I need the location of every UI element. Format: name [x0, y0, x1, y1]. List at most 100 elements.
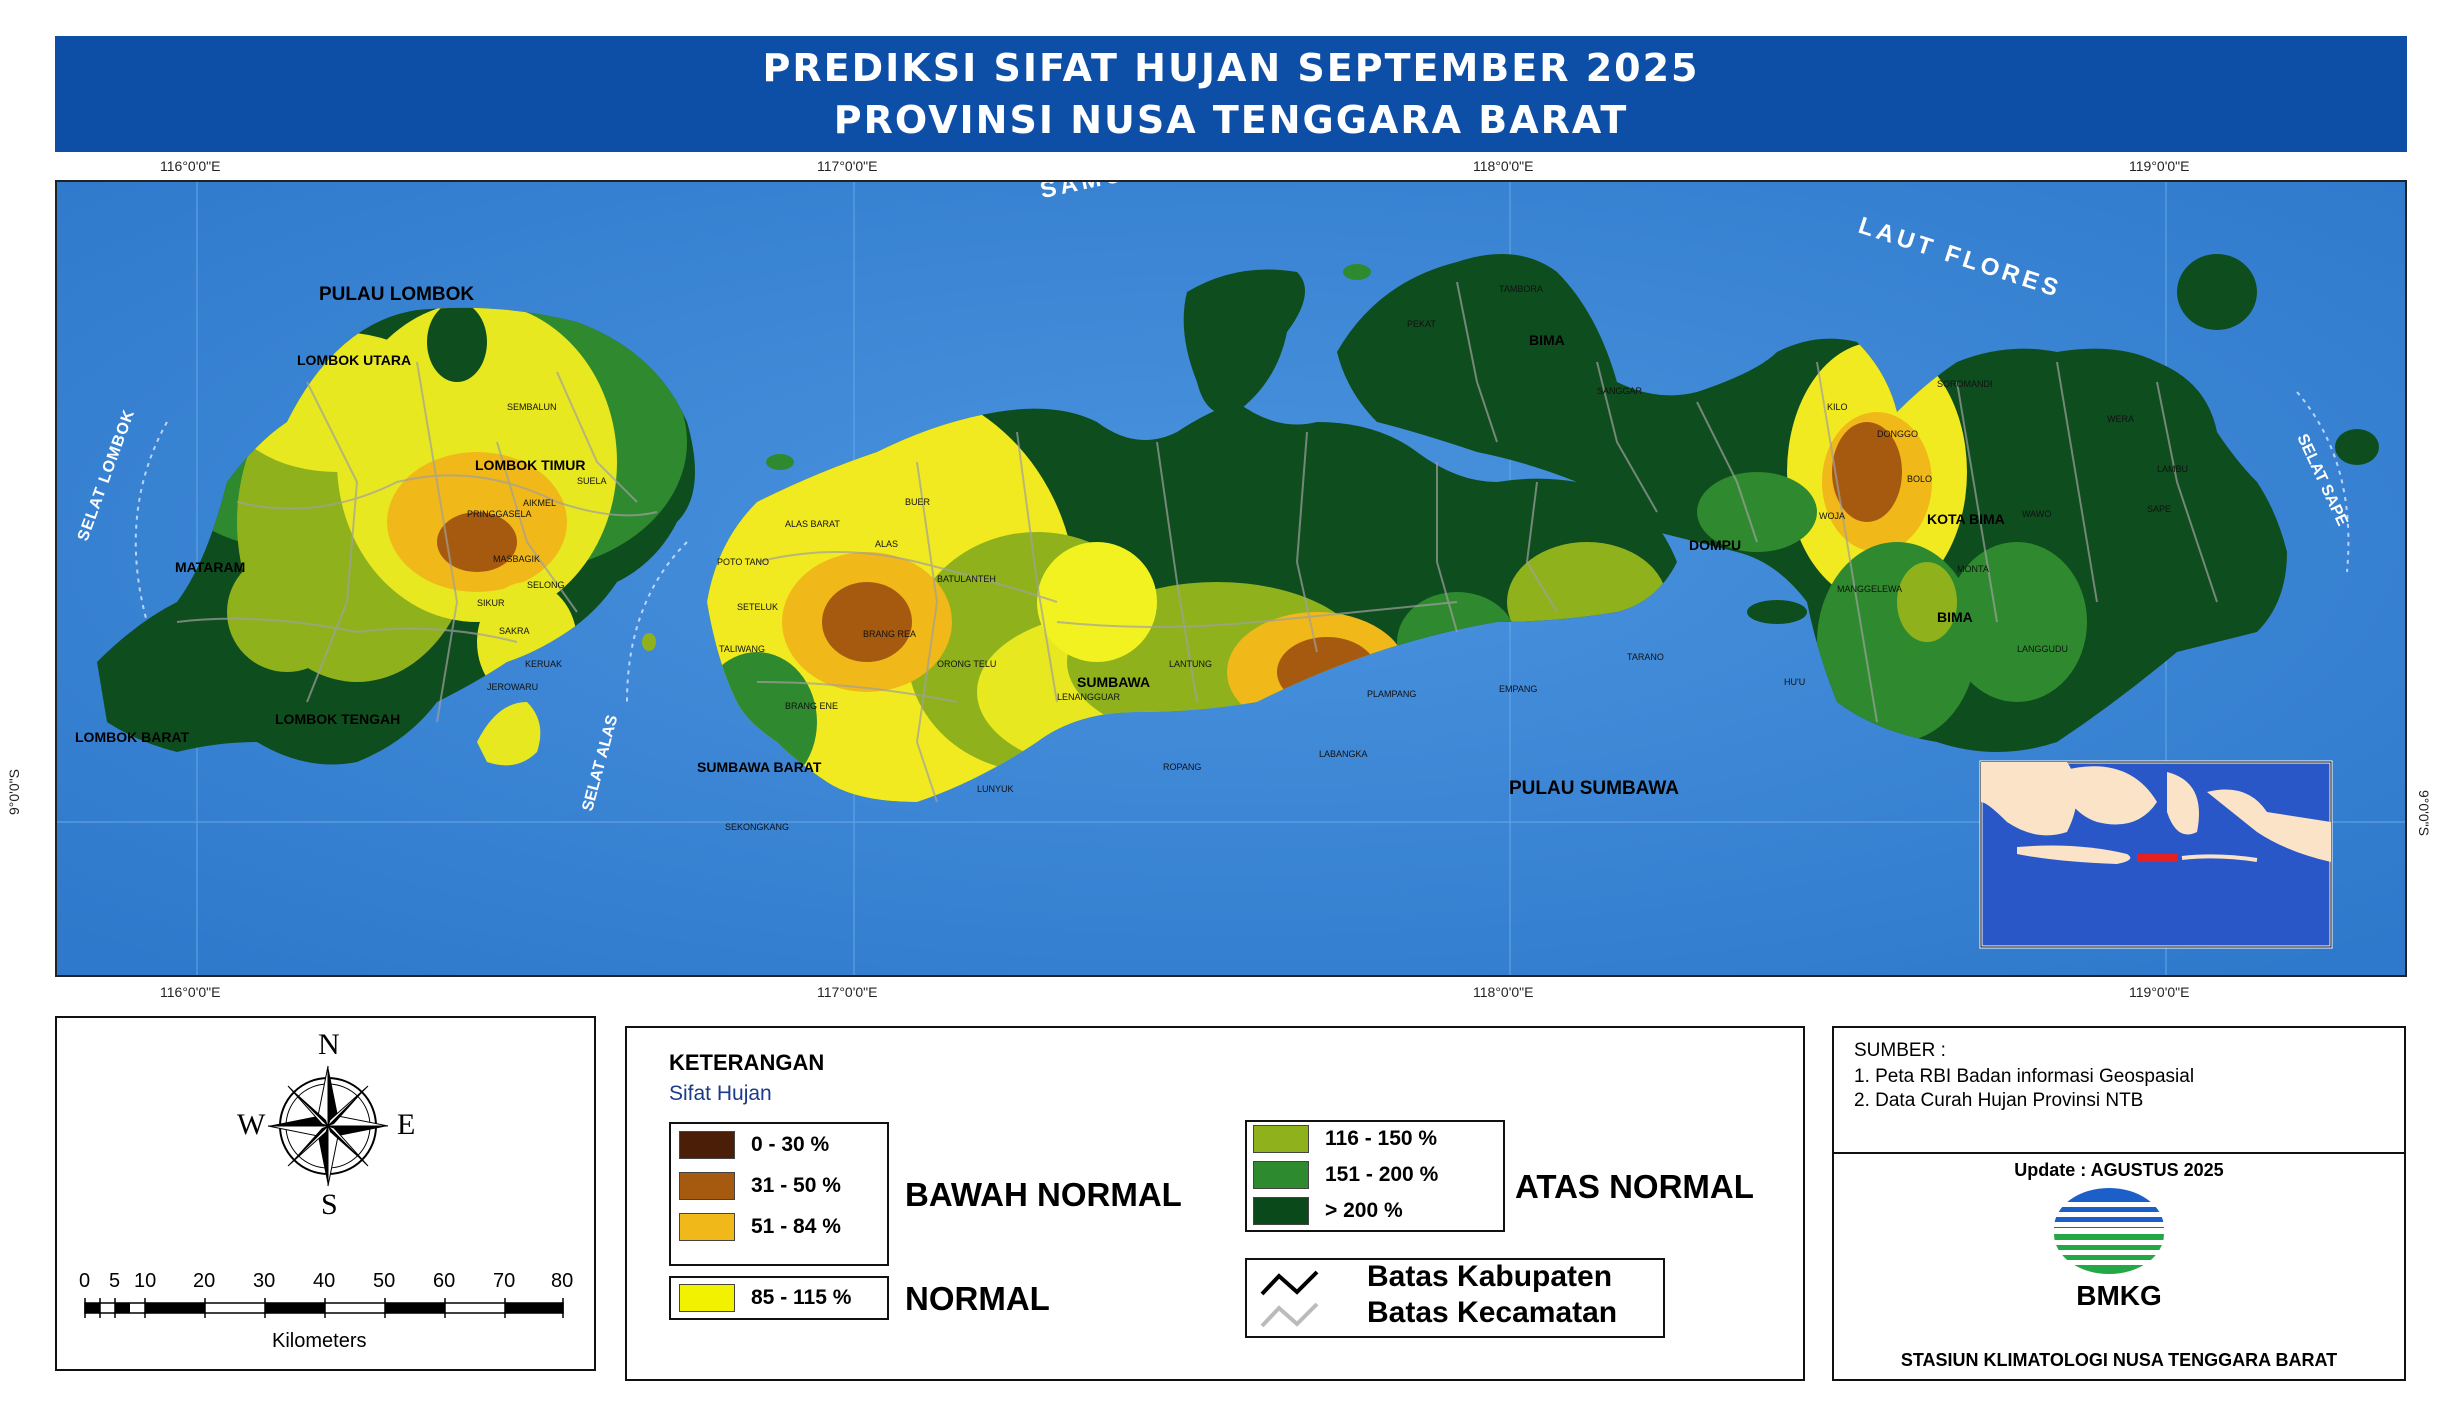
district-label: SETELUK — [737, 602, 778, 612]
scale-tick-label: 60 — [433, 1270, 456, 1292]
swatch-gt-200 — [1253, 1197, 1309, 1225]
lon-label-top-116: 116°0'0"E — [160, 158, 221, 174]
scale-unit: Kilometers — [272, 1330, 367, 1352]
district-label: WOJA — [1819, 511, 1845, 521]
lon-label-top-117: 117°0'0"E — [817, 158, 878, 174]
district-label: EMPANG — [1499, 684, 1537, 694]
district-label: SEKONGKANG — [725, 822, 789, 832]
district-label: WAWO — [2022, 509, 2051, 519]
district-label: SIKUR — [477, 598, 505, 608]
scale-bar — [84, 1298, 564, 1318]
scale-tick-label: 70 — [493, 1270, 516, 1292]
below-normal-label: BAWAH NORMAL — [905, 1176, 1182, 1213]
lon-label-top-118: 118°0'0"E — [1473, 158, 1534, 174]
legend-title: KETERANGAN — [669, 1050, 825, 1075]
compass-scale-panel: N S E W 0 5 10 20 30 40 50 60 70 80 Kilo… — [55, 1016, 596, 1371]
district-label: KERUAK — [525, 659, 562, 669]
district-label: ORONG TELU — [937, 659, 996, 669]
above-normal-box — [1245, 1120, 1505, 1232]
lat-label-right: 9°0'0"S — [2416, 790, 2432, 836]
lon-label-top-119: 119°0'0"E — [2129, 158, 2190, 174]
normal-label: NORMAL — [905, 1280, 1050, 1317]
legend-row-85-115: 85 - 115 % — [679, 1281, 851, 1315]
swatch-31-50 — [679, 1172, 735, 1200]
district-label: MASBAGIK — [493, 554, 540, 564]
label-pulau-sumbawa: PULAU SUMBAWA — [1509, 778, 1679, 799]
compass-n: N — [318, 1028, 340, 1061]
kecamatan-boundary-label: Batas Kecamatan — [1367, 1296, 1618, 1329]
district-label: LANGGUDU — [2017, 644, 2068, 654]
district-label: LENANGGUAR — [1057, 692, 1121, 702]
map-frame: LAUT FLORES SAMUDERA HINDIA SELAT LOMBOK… — [55, 180, 2407, 977]
scale-tick-label: 10 — [134, 1270, 157, 1292]
legend-label: 151 - 200 % — [1325, 1163, 1439, 1186]
label-bima-north: BIMA — [1529, 332, 1565, 348]
update-label: Update : AGUSTUS 2025 — [2014, 1160, 2224, 1180]
legend-label: 116 - 150 % — [1325, 1127, 1438, 1150]
lon-label-bottom-116: 116°0'0"E — [160, 984, 221, 1000]
boundary-box — [1245, 1258, 1665, 1338]
label-sumbawa: SUMBAWA — [1077, 674, 1150, 690]
district-label: PLAMPANG — [1367, 689, 1416, 699]
map-title-line-2: PROVINSI NUSA TENGGARA BARAT — [833, 98, 1629, 142]
strait-markers — [134, 391, 2350, 703]
district-label: LANTUNG — [1169, 659, 1212, 669]
label-kota-bima: KOTA BIMA — [1927, 511, 2005, 527]
scale-tick-label: 30 — [253, 1270, 276, 1292]
legend-label: 51 - 84 % — [751, 1215, 841, 1238]
compass-s: S — [321, 1188, 338, 1221]
bmkg-logo-text: BMKG — [2076, 1280, 2162, 1311]
district-label: WERA — [2107, 414, 2134, 424]
district-label: SOROMANDI — [1937, 379, 1993, 389]
legend-row-gt-200: > 200 % — [1253, 1194, 1403, 1228]
legend-label: > 200 % — [1325, 1199, 1403, 1222]
district-label: JEROWARU — [487, 682, 538, 692]
legend-subtitle: Sifat Hujan — [669, 1082, 772, 1105]
district-label: BUER — [905, 497, 931, 507]
district-label: KILO — [1827, 402, 1848, 412]
station-name: STASIUN KLIMATOLOGI NUSA TENGGARA BARAT — [1900, 1350, 2338, 1370]
title-banner: PREDIKSI SIFAT HUJAN SEPTEMBER 2025 PROV… — [55, 36, 2407, 152]
district-label: BRANG REA — [863, 629, 916, 639]
swatch-85-115 — [679, 1284, 735, 1312]
legend-row-0-30: 0 - 30 % — [679, 1128, 829, 1162]
source-item: 1. Peta RBI Badan informasi Geospasial — [1854, 1066, 2195, 1087]
legend-label: 31 - 50 % — [751, 1174, 841, 1197]
compass-e: E — [397, 1108, 416, 1141]
inset-map — [1979, 760, 2333, 949]
district-label: PEKAT — [1407, 319, 1436, 329]
scale-tick-label: 80 — [551, 1270, 574, 1292]
district-label: TAMBORA — [1499, 284, 1543, 294]
district-label: TARANO — [1627, 652, 1664, 662]
rainfall-map: LAUT FLORES SAMUDERA HINDIA SELAT LOMBOK… — [57, 182, 2405, 975]
district-label: PRINGGASELA — [467, 509, 532, 519]
label-bima-south: BIMA — [1937, 609, 1973, 625]
bmkg-logo-icon — [2054, 1188, 2164, 1274]
scale-tick-label: 20 — [193, 1270, 216, 1292]
island-sumbawa-east — [1337, 254, 2287, 752]
below-normal-box — [669, 1122, 889, 1266]
scale-tick-label: 40 — [313, 1270, 336, 1292]
district-label: BATULANTEH — [937, 574, 996, 584]
legend-panel: KETERANGAN Sifat Hujan 0 - 30 % 31 - 50 … — [625, 1026, 1805, 1381]
normal-box — [669, 1276, 889, 1320]
compass-w: W — [237, 1108, 266, 1141]
district-label: TALIWANG — [719, 644, 765, 654]
boundary-lines-icon — [1260, 1270, 1319, 1328]
district-label: POTO TANO — [717, 557, 769, 567]
district-label: SANGGAR — [1597, 386, 1643, 396]
label-dompu: DOMPU — [1689, 537, 1741, 553]
label-pulau-lombok: PULAU LOMBOK — [319, 284, 474, 305]
district-label: MONTA — [1957, 564, 1989, 574]
lon-label-bottom-119: 119°0'0"E — [2129, 984, 2190, 1000]
legend-row-31-50: 31 - 50 % — [679, 1169, 841, 1203]
label-mataram: MATARAM — [175, 559, 245, 575]
district-label: ALAS BARAT — [785, 519, 840, 529]
legend-row-51-84: 51 - 84 % — [679, 1210, 841, 1244]
swatch-116-150 — [1253, 1125, 1309, 1153]
district-labels: BRANG REA ALAS ALAS BARAT BUER BATULANTE… — [467, 284, 2188, 832]
source-panel: SUMBER : 1. Peta RBI Badan informasi Geo… — [1832, 1026, 2406, 1381]
district-label: SEMBALUN — [507, 402, 557, 412]
island-lombok — [97, 307, 695, 766]
legend-row-116-150: 116 - 150 % — [1253, 1122, 1437, 1156]
